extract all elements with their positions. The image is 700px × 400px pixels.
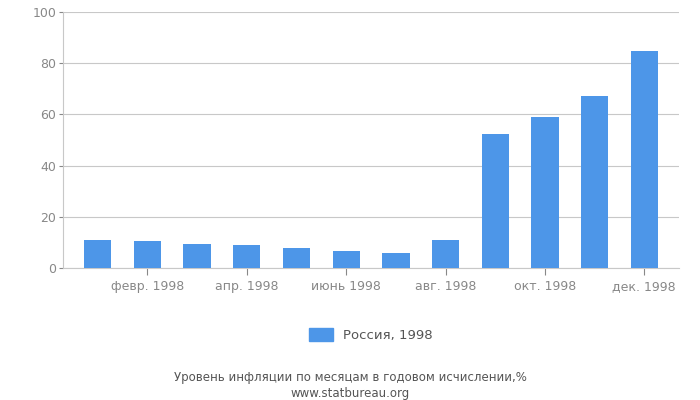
Bar bbox=[332, 250, 360, 268]
Bar bbox=[581, 96, 608, 268]
Bar bbox=[233, 246, 260, 268]
Bar bbox=[531, 117, 559, 268]
Legend: Россия, 1998: Россия, 1998 bbox=[309, 328, 433, 342]
Text: Уровень инфляции по месяцам в годовом исчислении,%: Уровень инфляции по месяцам в годовом ис… bbox=[174, 372, 526, 384]
Bar bbox=[283, 248, 310, 268]
Bar bbox=[432, 240, 459, 268]
Bar bbox=[482, 134, 509, 268]
Text: www.statbureau.org: www.statbureau.org bbox=[290, 388, 410, 400]
Bar bbox=[84, 240, 111, 268]
Bar bbox=[631, 51, 658, 268]
Bar bbox=[134, 241, 161, 268]
Bar bbox=[382, 253, 410, 268]
Bar bbox=[183, 244, 211, 268]
